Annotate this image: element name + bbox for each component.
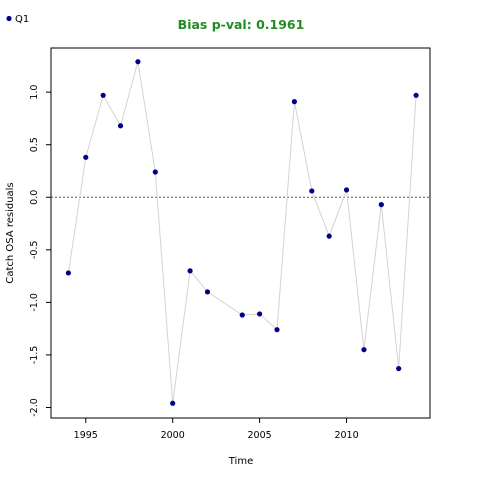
data-point (257, 311, 263, 317)
legend-label-q1: Q1 (15, 14, 29, 25)
y-axis-title: Catch OSA residuals (5, 182, 16, 283)
x-tick-label: 2010 (334, 430, 358, 441)
y-tick-label: -1.0 (29, 293, 40, 312)
data-point (65, 270, 71, 276)
data-point (361, 347, 367, 353)
x-tick-label: 1995 (74, 430, 98, 441)
y-tick-label: 0.5 (29, 137, 40, 152)
y-tick-label: 1.0 (29, 85, 40, 100)
data-point (396, 365, 402, 372)
x-axis-title: Time (228, 456, 253, 467)
data-point (83, 154, 89, 160)
x-tick-label: 2000 (161, 430, 185, 441)
y-tick-label: -0.5 (29, 241, 40, 260)
data-point (413, 92, 419, 98)
data-point (291, 99, 297, 105)
data-point (187, 268, 193, 274)
x-tick-label: 2005 (248, 430, 272, 441)
data-point (152, 169, 158, 175)
legend-marker-q1 (6, 15, 12, 22)
data-point (309, 188, 315, 194)
data-point (274, 327, 280, 333)
data-point (135, 59, 141, 65)
data-point (343, 187, 350, 193)
y-tick-label: -1.5 (29, 346, 40, 365)
data-point (100, 92, 106, 98)
data-point (326, 233, 332, 239)
y-tick-label: -2.0 (29, 398, 40, 417)
data-point (170, 400, 176, 406)
data-point (239, 312, 245, 318)
chart-title: Bias p-val: 0.1961 (178, 17, 305, 32)
data-point (204, 289, 211, 295)
series-line-q1 (67, 61, 417, 404)
plot-frame (50, 47, 431, 419)
data-point (117, 123, 124, 129)
y-tick-label: 0.0 (29, 190, 40, 205)
data-point (378, 202, 384, 208)
